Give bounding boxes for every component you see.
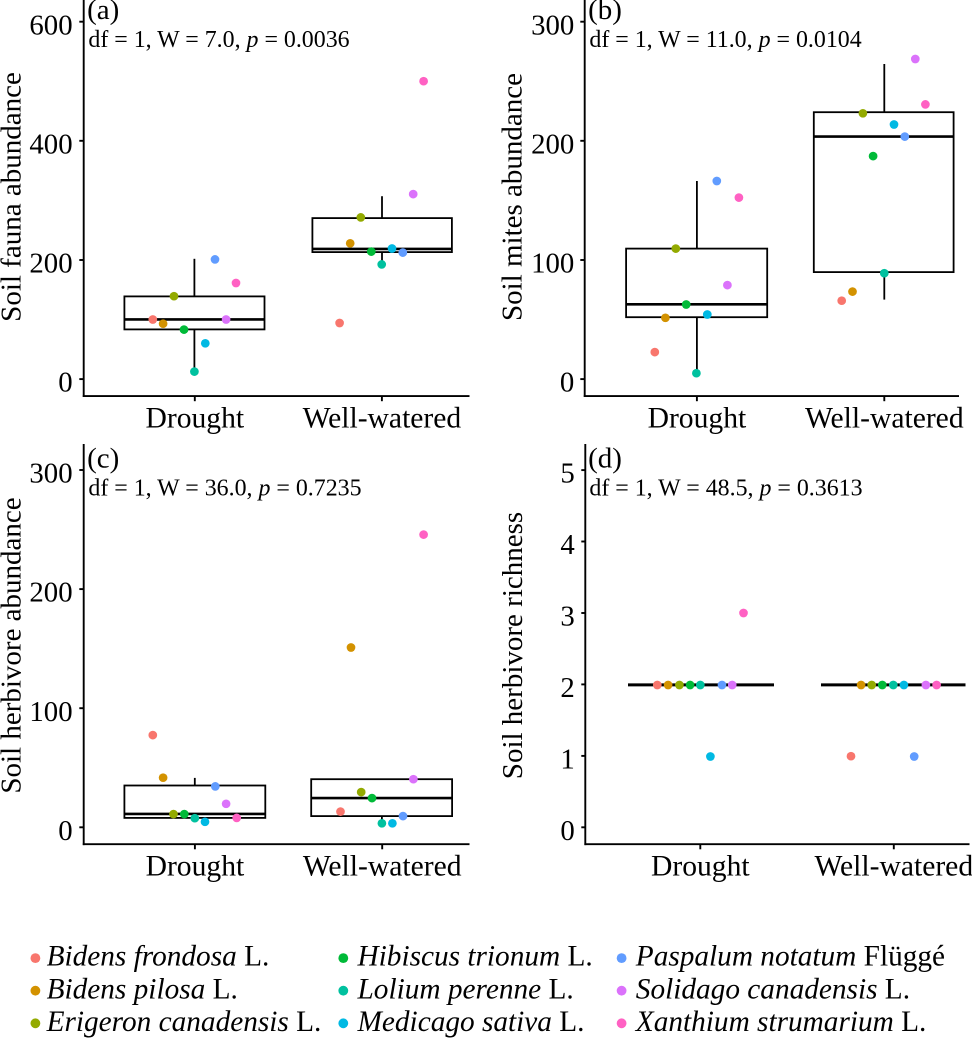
svg-text:(d): (d) — [588, 443, 622, 475]
svg-text:0: 0 — [58, 815, 72, 847]
svg-text:Soil herbivore abundance: Soil herbivore abundance — [0, 497, 27, 793]
svg-text:5: 5 — [560, 458, 574, 490]
svg-text:Drought: Drought — [146, 851, 245, 883]
svg-text:Medicago sativa L.: Medicago sativa L. — [357, 1006, 585, 1038]
svg-text:Xanthium strumarium L.: Xanthium strumarium L. — [635, 1006, 927, 1038]
svg-text:(c): (c) — [87, 443, 119, 475]
svg-text:(b): (b) — [588, 0, 622, 26]
svg-text:300: 300 — [531, 9, 574, 41]
svg-text:Soil fauna abundance: Soil fauna abundance — [0, 72, 27, 322]
svg-text:100: 100 — [29, 696, 72, 728]
svg-text:400: 400 — [29, 128, 72, 160]
svg-text:df = 1, W = 48.5, p = 0.3613: df = 1, W = 48.5, p = 0.3613 — [589, 475, 862, 501]
svg-text:200: 200 — [29, 248, 72, 280]
svg-text:Soil herbivore richness: Soil herbivore richness — [497, 512, 529, 779]
svg-text:3: 3 — [560, 601, 574, 633]
svg-text:Bidens pilosa L.: Bidens pilosa L. — [47, 973, 238, 1005]
svg-text:2: 2 — [560, 672, 574, 704]
svg-text:200: 200 — [531, 128, 574, 160]
svg-text:4: 4 — [560, 529, 574, 561]
svg-text:Soil mites abundance: Soil mites abundance — [496, 73, 528, 321]
svg-text:Paspalum notatum Flüggé: Paspalum notatum Flüggé — [635, 941, 945, 973]
svg-text:df = 1, W = 7.0, p = 0.0036: df = 1, W = 7.0, p = 0.0036 — [88, 27, 349, 53]
svg-text:1: 1 — [560, 744, 574, 776]
svg-text:Well-watered: Well-watered — [814, 851, 972, 883]
svg-text:Lolium perenne L.: Lolium perenne L. — [357, 973, 574, 1005]
svg-text:df = 1, W = 11.0, p = 0.0104: df = 1, W = 11.0, p = 0.0104 — [589, 27, 861, 53]
svg-text:(a): (a) — [87, 0, 119, 26]
svg-text:Drought: Drought — [648, 402, 747, 434]
svg-text:0: 0 — [560, 367, 574, 399]
svg-text:0: 0 — [58, 367, 72, 399]
svg-text:100: 100 — [531, 248, 574, 280]
svg-text:300: 300 — [29, 458, 72, 490]
svg-text:Drought: Drought — [651, 851, 750, 883]
svg-text:df = 1, W = 36.0, p = 0.7235: df = 1, W = 36.0, p = 0.7235 — [88, 475, 361, 501]
svg-text:Well-watered: Well-watered — [303, 402, 462, 434]
svg-text:Well-watered: Well-watered — [303, 851, 462, 883]
svg-text:Hibiscus trionum L.: Hibiscus trionum L. — [357, 941, 593, 973]
svg-text:Erigeron canadensis L.: Erigeron canadensis L. — [46, 1006, 322, 1038]
svg-text:Solidago canadensis L.: Solidago canadensis L. — [636, 973, 910, 1005]
svg-text:200: 200 — [29, 577, 72, 609]
svg-text:600: 600 — [29, 9, 72, 41]
svg-text:Bidens frondosa L.: Bidens frondosa L. — [47, 941, 270, 973]
svg-text:Well-watered: Well-watered — [805, 402, 964, 434]
svg-text:0: 0 — [560, 815, 574, 847]
svg-text:Drought: Drought — [145, 402, 244, 434]
